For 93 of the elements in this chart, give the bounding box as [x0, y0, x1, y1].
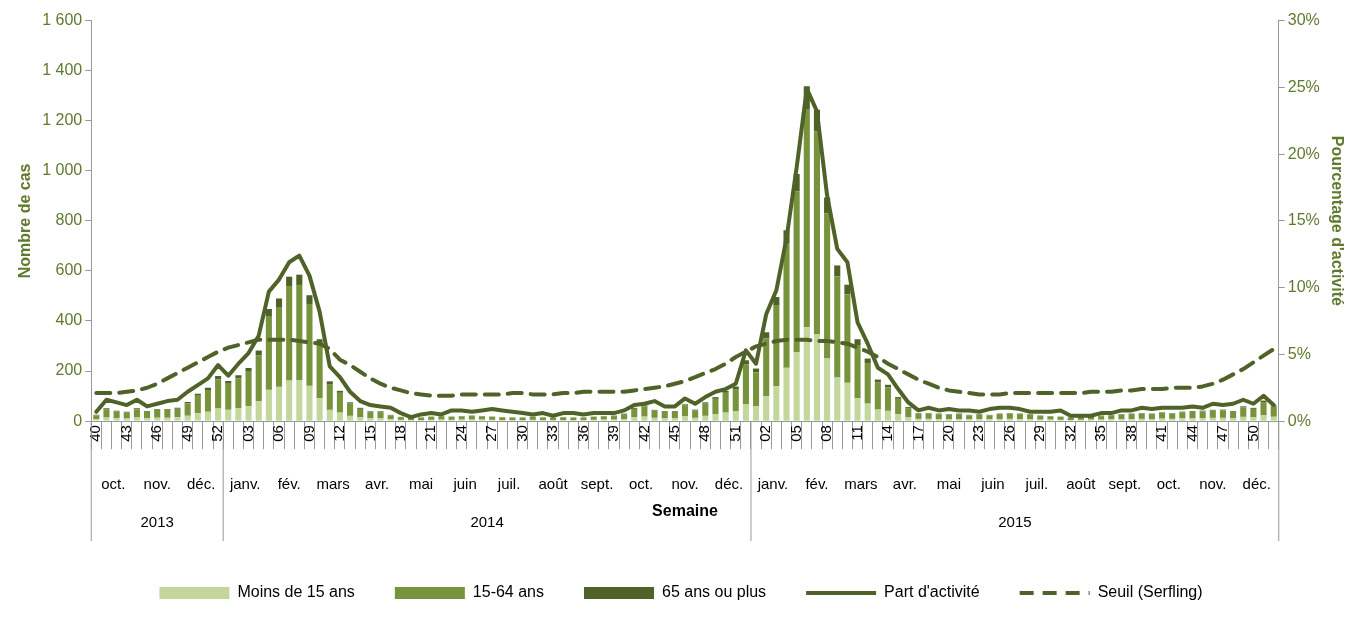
y-tick-label: 1 200	[42, 111, 83, 129]
x-tick-label: 40	[86, 425, 104, 442]
legend-label: 15-64 ans	[472, 583, 545, 601]
y-tick-label: 1 600	[42, 11, 83, 29]
x-tick-label: 11	[847, 425, 865, 441]
x-tick-label: 32	[1060, 425, 1078, 442]
text: mars	[316, 475, 350, 493]
x-tick-label: 09	[299, 425, 317, 442]
text: sept.	[580, 475, 614, 493]
text: 2014	[470, 513, 504, 531]
x-tick-label: 02	[756, 425, 774, 442]
x-tick-label: 33	[543, 425, 561, 442]
y-tick-label: 800	[55, 211, 83, 229]
y-tick-label: 1 000	[42, 161, 83, 179]
x-tick-label: 38	[1121, 425, 1139, 442]
text: sept.	[1108, 475, 1142, 493]
y2-tick-label: 0%	[1287, 411, 1311, 429]
y2-tick-label: 10%	[1287, 278, 1320, 296]
text: mai	[936, 475, 961, 493]
x-tick-label: 41	[1152, 425, 1170, 442]
y2-tick-label: 15%	[1287, 211, 1320, 229]
x-tick-label: 46	[147, 425, 165, 442]
y2-axis-title: Pourcentage d'activité	[1328, 135, 1346, 306]
text: nov.	[143, 475, 171, 493]
legend-label: 65 ans ou plus	[662, 583, 767, 601]
text: mars	[844, 475, 878, 493]
x-tick-label: 23	[969, 425, 987, 442]
y-axis-title: Nombre de cas	[16, 163, 34, 279]
legend-label: Seuil (Serfling)	[1097, 583, 1203, 601]
x-tick-label: 52	[208, 425, 226, 442]
y2-tick-label: 25%	[1287, 77, 1320, 95]
legend-label: Moins de 15 ans	[237, 583, 355, 601]
x-tick-label: 03	[238, 425, 256, 442]
x-tick-label: 44	[1182, 425, 1200, 442]
text: déc.	[714, 475, 744, 493]
text: janv.	[228, 475, 261, 493]
text: oct.	[101, 475, 126, 493]
x-tick-label: 42	[634, 425, 652, 442]
x-tick-label: 29	[1030, 425, 1048, 442]
x-tick-label: 17	[908, 425, 926, 442]
x-tick-label: 14	[878, 425, 896, 442]
text: juin	[452, 475, 477, 493]
x-tick-label: 15	[360, 425, 378, 442]
text: juil.	[1024, 475, 1049, 493]
y-tick-label: 200	[55, 361, 83, 379]
x-tick-label: 20	[939, 425, 957, 442]
text: avr.	[892, 475, 918, 493]
y2-tick-label: 30%	[1287, 11, 1320, 29]
x-tick-label: 48	[695, 425, 713, 442]
text: nov.	[1199, 475, 1227, 493]
legend-label: Part d'activité	[884, 583, 980, 601]
text: déc.	[1242, 475, 1271, 493]
y2-tick-label: 20%	[1287, 144, 1320, 162]
text: août	[538, 475, 569, 493]
y-tick-label: 600	[55, 261, 83, 279]
x-tick-label: 21	[421, 425, 439, 442]
text: nov.	[671, 475, 699, 493]
x-tick-label: 50	[1243, 425, 1261, 442]
x-tick-label: 08	[817, 425, 835, 442]
y-tick-label: 400	[55, 311, 83, 329]
text: juil.	[496, 475, 521, 493]
x-tick-label: 51	[725, 425, 743, 442]
x-tick-label: 26	[999, 425, 1017, 442]
y-tick-label: 0	[73, 411, 83, 429]
x-tick-label: 24	[451, 425, 469, 442]
x-tick-label: 35	[1091, 425, 1109, 442]
text: mai	[409, 475, 434, 493]
x-tick-label: 43	[116, 425, 134, 442]
text: oct.	[1156, 475, 1181, 493]
x-tick-label: 36	[573, 425, 591, 442]
text: 2015	[998, 513, 1032, 531]
y2-tick-label: 5%	[1287, 344, 1311, 362]
x-tick-label: 27	[482, 425, 500, 442]
x-tick-label: 45	[665, 425, 682, 442]
text: oct.	[628, 475, 654, 493]
y-tick-label: 1 400	[42, 61, 83, 79]
x-tick-label: 39	[604, 425, 622, 442]
x-tick-label: 49	[177, 425, 195, 442]
x-tick-label: 06	[269, 425, 287, 442]
text: juin	[980, 475, 1005, 493]
x-tick-label: 30	[512, 425, 530, 442]
text: fév.	[805, 475, 829, 493]
x-tick-label: 05	[786, 425, 804, 442]
text: 2013	[140, 513, 174, 531]
text: janv.	[756, 475, 789, 493]
x-tick-label: 47	[1213, 425, 1231, 442]
text: fév.	[277, 475, 301, 493]
text: déc.	[187, 475, 216, 493]
text: avr.	[365, 475, 390, 493]
x-axis-title: Semaine	[652, 501, 719, 519]
x-tick-label: 18	[390, 425, 408, 442]
x-tick-label: 12	[330, 425, 348, 442]
text: août	[1066, 475, 1097, 493]
